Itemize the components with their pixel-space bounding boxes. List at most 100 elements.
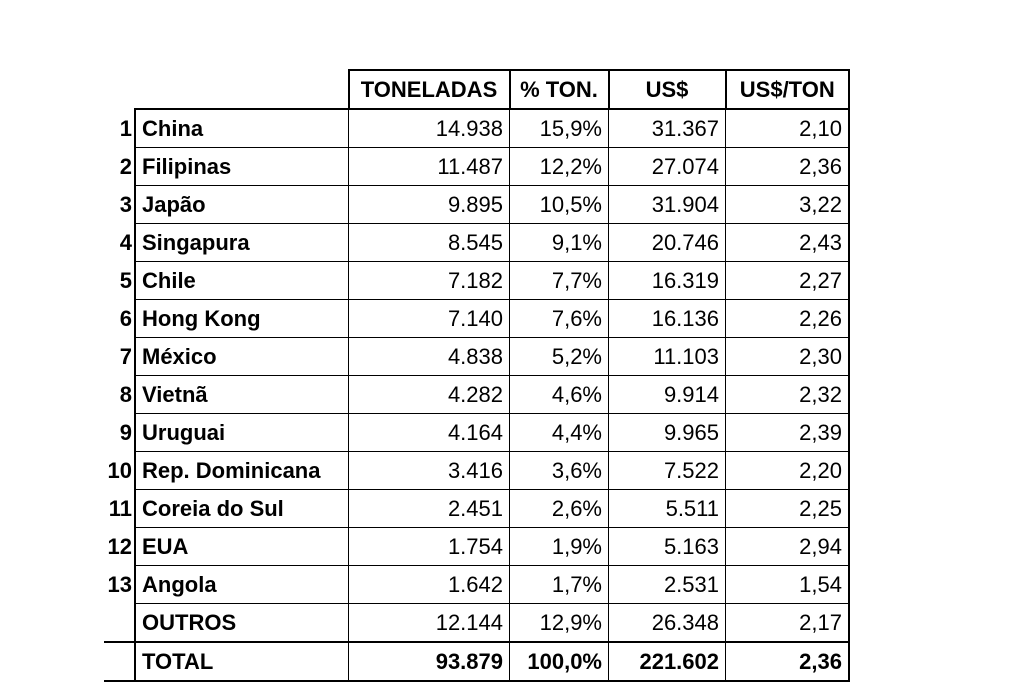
toneladas-cell: 11.487 [348, 147, 510, 186]
country-cell: China [134, 108, 349, 148]
usd-per-ton-cell: 2,25 [725, 489, 850, 528]
toneladas-cell: 7.182 [348, 261, 510, 300]
country-cell: OUTROS [134, 603, 349, 643]
total-pct-ton-cell: 100,0% [509, 641, 609, 682]
table-row: 1 China 14.938 15,9% 31.367 2,10 [104, 108, 850, 148]
toneladas-cell: 4.164 [348, 413, 510, 452]
toneladas-cell: 4.838 [348, 337, 510, 376]
country-cell: Vietnã [134, 375, 349, 414]
usd-cell: 27.074 [608, 147, 726, 186]
usd-per-ton-cell: 2,20 [725, 451, 850, 490]
pct-ton-cell: 4,4% [509, 413, 609, 452]
pct-ton-cell: 12,2% [509, 147, 609, 186]
toneladas-cell: 3.416 [348, 451, 510, 490]
pct-ton-cell: 15,9% [509, 108, 609, 148]
table-row: 2 Filipinas 11.487 12,2% 27.074 2,36 [104, 147, 850, 186]
country-cell: Hong Kong [134, 299, 349, 338]
header-row: TONELADAS % TON. US$ US$/TON [104, 69, 850, 110]
total-row: TOTAL 93.879 100,0% 221.602 2,36 [104, 641, 850, 682]
rank-cell: 2 [119, 154, 132, 179]
country-cell: México [134, 337, 349, 376]
pct-ton-cell: 12,9% [509, 603, 609, 643]
toneladas-cell: 1.754 [348, 527, 510, 566]
country-cell: Filipinas [134, 147, 349, 186]
pct-ton-cell: 5,2% [509, 337, 609, 376]
country-cell: Japão [134, 185, 349, 224]
usd-per-ton-cell: 3,22 [725, 185, 850, 224]
rank-cell: 6 [119, 306, 132, 331]
usd-cell: 5.511 [608, 489, 726, 528]
pct-ton-cell: 3,6% [509, 451, 609, 490]
country-cell: Singapura [134, 223, 349, 262]
toneladas-cell: 1.642 [348, 565, 510, 604]
usd-per-ton-cell: 2,30 [725, 337, 850, 376]
rank-cell: 9 [119, 420, 132, 445]
country-cell: Rep. Dominicana [134, 451, 349, 490]
country-cell: EUA [134, 527, 349, 566]
usd-cell: 20.746 [608, 223, 726, 262]
usd-cell: 11.103 [608, 337, 726, 376]
pct-ton-cell: 7,6% [509, 299, 609, 338]
toneladas-cell: 2.451 [348, 489, 510, 528]
rank-cell: 5 [119, 268, 132, 293]
pct-ton-cell: 10,5% [509, 185, 609, 224]
country-cell: Chile [134, 261, 349, 300]
total-usd-cell: 221.602 [608, 641, 726, 682]
pct-ton-cell: 1,7% [509, 565, 609, 604]
toneladas-cell: 9.895 [348, 185, 510, 224]
rank-cell: 7 [119, 344, 132, 369]
rank-cell: 1 [119, 115, 132, 141]
usd-per-ton-cell: 1,54 [725, 565, 850, 604]
header-usd: US$ [607, 69, 727, 110]
export-table: TONELADAS % TON. US$ US$/TON 1 China 14.93… [104, 69, 850, 682]
usd-per-ton-cell: 2,10 [725, 108, 850, 148]
rank-cell: 11 [108, 496, 132, 521]
rank-cell [104, 603, 135, 643]
pct-ton-cell: 4,6% [509, 375, 609, 414]
toneladas-cell: 12.144 [348, 603, 510, 643]
pct-ton-cell: 1,9% [509, 527, 609, 566]
pct-ton-cell: 2,6% [509, 489, 609, 528]
rank-cell [104, 642, 135, 682]
rank-cell: 8 [119, 382, 132, 407]
rank-cell: 10 [107, 458, 132, 483]
export-table-container: TONELADAS % TON. US$ US$/TON 1 China 14.93… [104, 69, 850, 682]
country-cell: Angola [134, 565, 349, 604]
table-row: 5 Chile 7.182 7,7% 16.319 2,27 [104, 261, 850, 300]
usd-per-ton-cell: 2,43 [725, 223, 850, 262]
header-toneladas: TONELADAS [347, 69, 511, 110]
blank-header-cell [135, 70, 349, 109]
pct-ton-cell: 9,1% [509, 223, 609, 262]
usd-per-ton-cell: 2,36 [725, 147, 850, 186]
rank-cell: 4 [119, 230, 132, 255]
pct-ton-cell: 7,7% [509, 261, 609, 300]
usd-cell: 31.904 [608, 185, 726, 224]
usd-per-ton-cell: 2,39 [725, 413, 850, 452]
usd-per-ton-cell: 2,17 [725, 603, 850, 643]
toneladas-cell: 7.140 [348, 299, 510, 338]
usd-cell: 2.531 [608, 565, 726, 604]
usd-cell: 31.367 [608, 108, 726, 148]
usd-cell: 16.319 [608, 261, 726, 300]
country-cell: Uruguai [134, 413, 349, 452]
table-row: 4 Singapura 8.545 9,1% 20.746 2,43 [104, 223, 850, 262]
usd-per-ton-cell: 2,26 [725, 299, 850, 338]
total-usd-per-ton-cell: 2,36 [725, 641, 850, 682]
usd-cell: 9.914 [608, 375, 726, 414]
table-row: 12 EUA 1.754 1,9% 5.163 2,94 [104, 527, 850, 566]
header-usd-per-ton: US$/TON [724, 69, 850, 110]
table-row: 9 Uruguai 4.164 4,4% 9.965 2,39 [104, 413, 850, 452]
toneladas-cell: 8.545 [348, 223, 510, 262]
usd-cell: 9.965 [608, 413, 726, 452]
table-row: 11 Coreia do Sul 2.451 2,6% 5.511 2,25 [104, 489, 850, 528]
toneladas-cell: 14.938 [348, 108, 510, 148]
total-toneladas-cell: 93.879 [348, 641, 510, 682]
rank-cell: 12 [107, 534, 132, 559]
country-cell: Coreia do Sul [134, 489, 349, 528]
usd-per-ton-cell: 2,94 [725, 527, 850, 566]
usd-cell: 7.522 [608, 451, 726, 490]
total-label-cell: TOTAL [134, 641, 349, 682]
usd-cell: 16.136 [608, 299, 726, 338]
table-row: 8 Vietnã 4.282 4,6% 9.914 2,32 [104, 375, 850, 414]
table-row: 3 Japão 9.895 10,5% 31.904 3,22 [104, 185, 850, 224]
